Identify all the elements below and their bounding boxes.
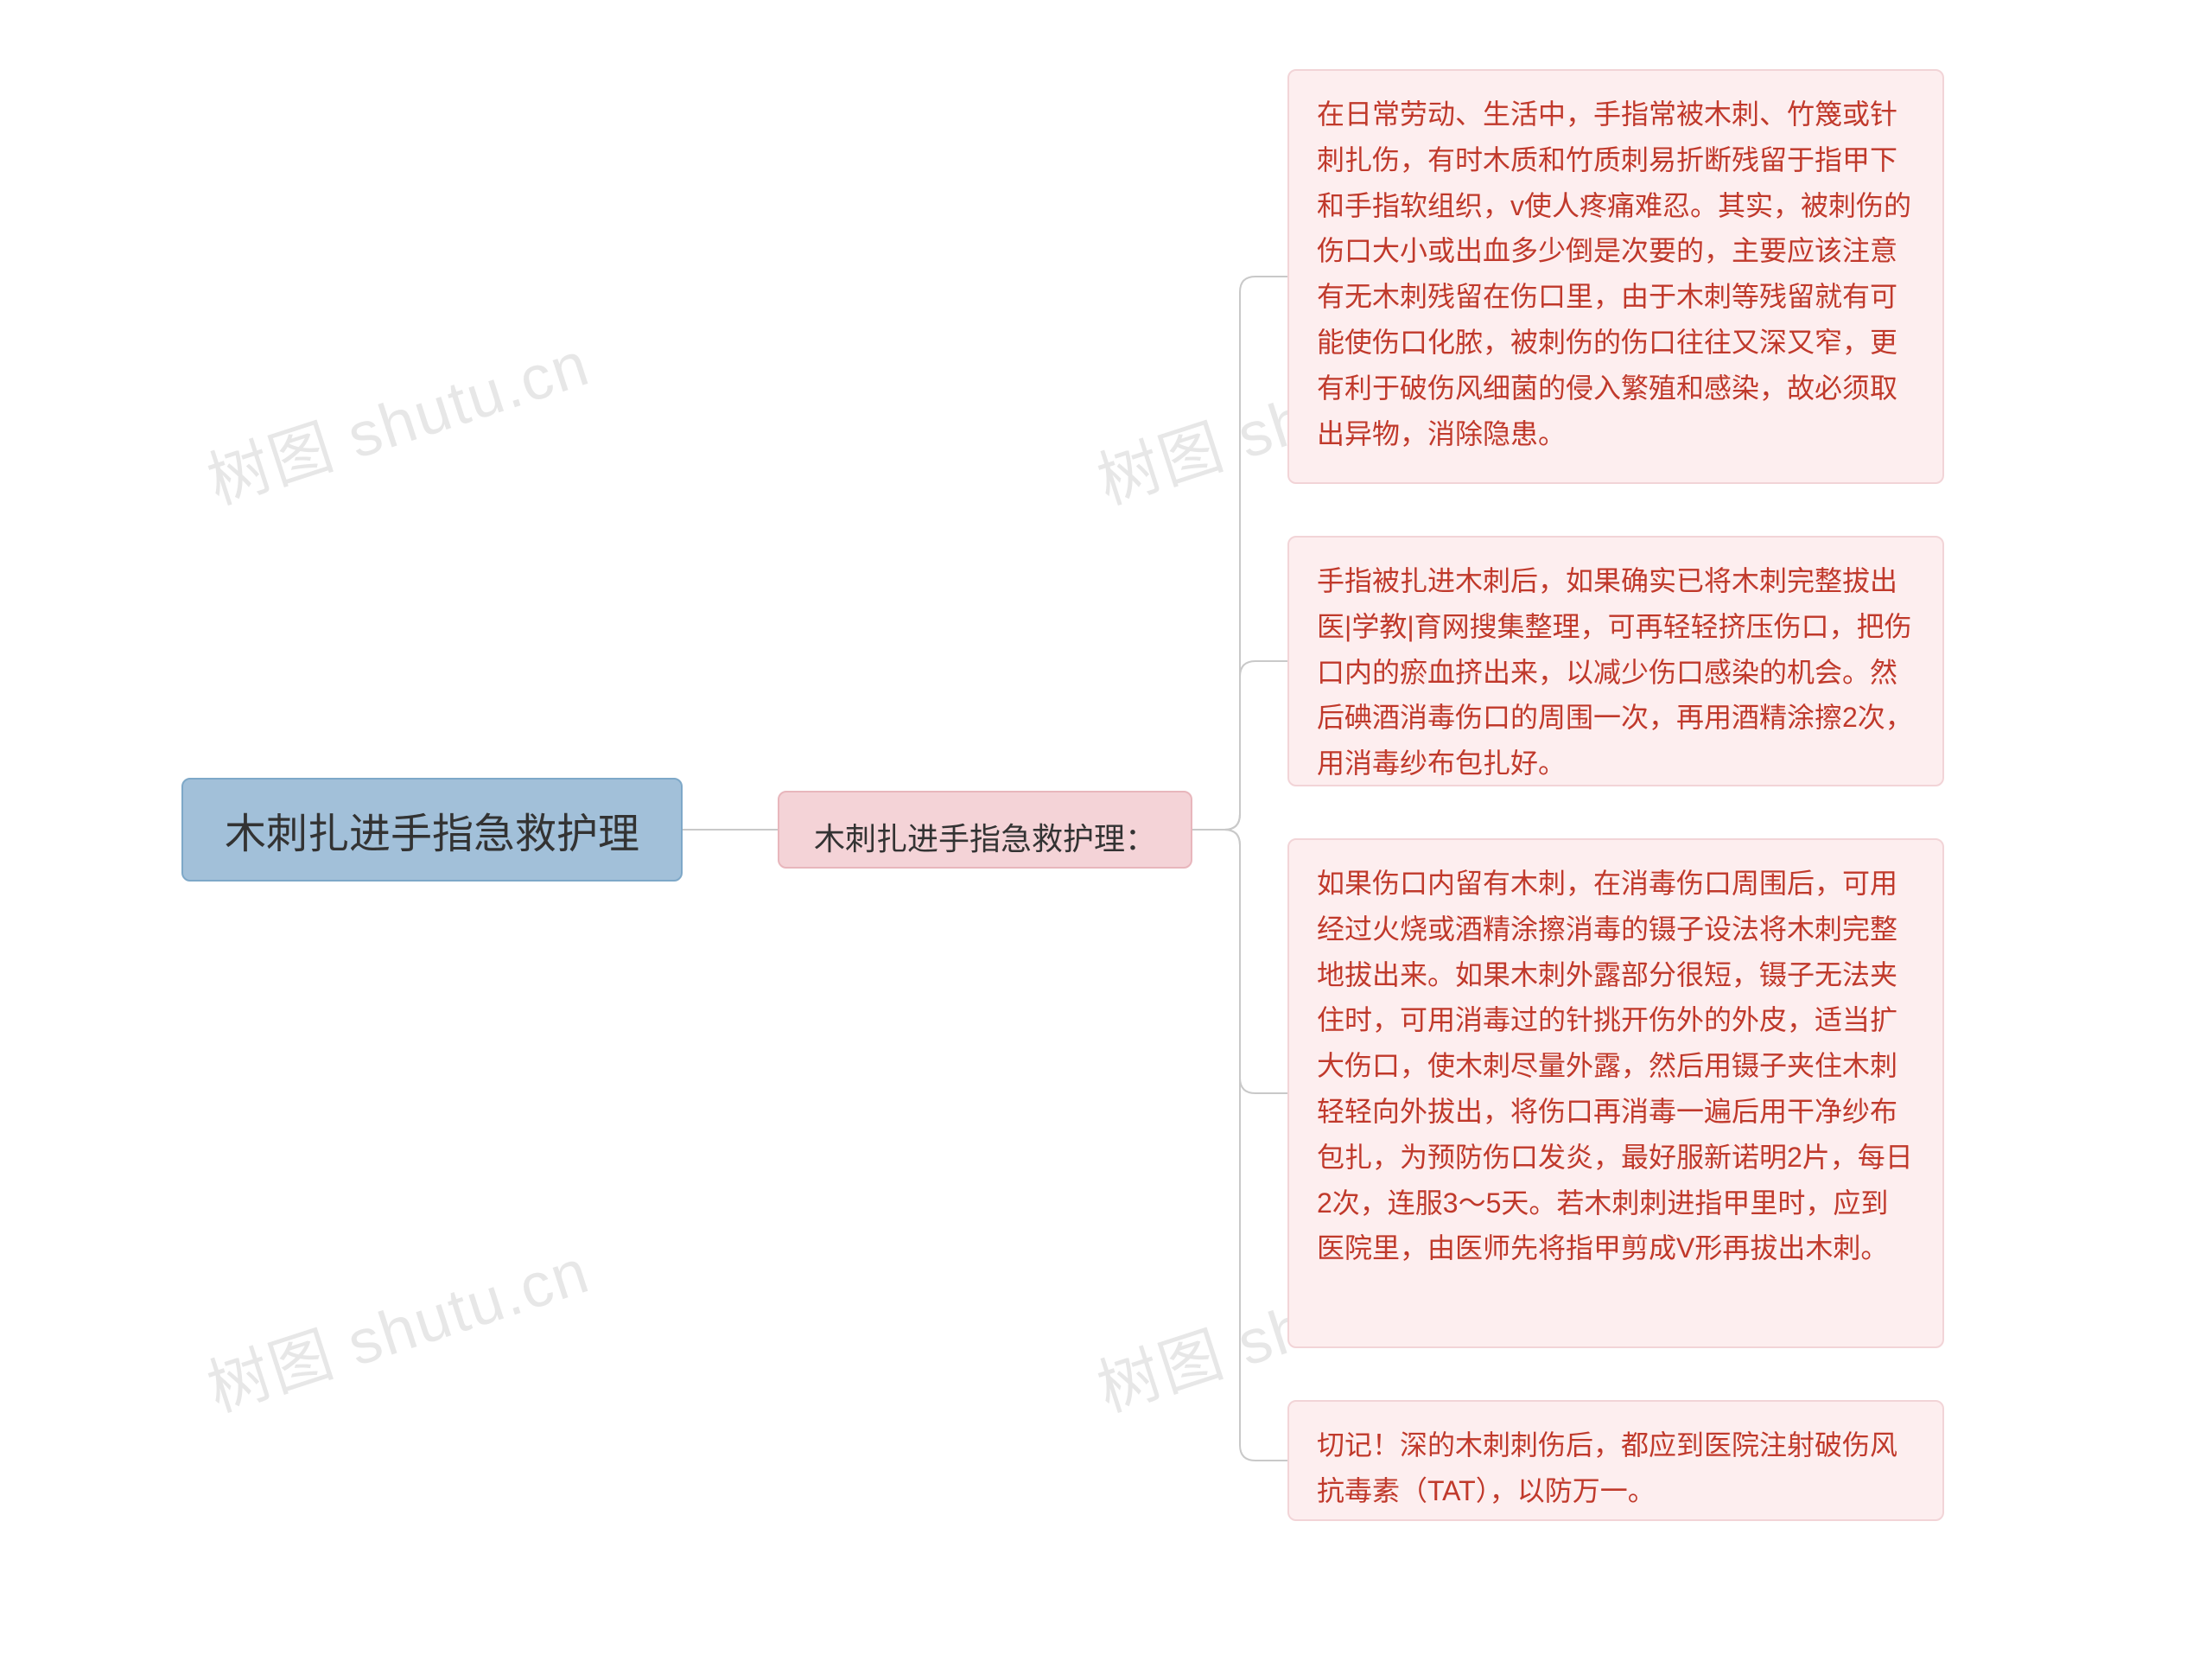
watermark: 树图 shutu.cn xyxy=(194,313,599,521)
mindmap-root-node: 木刺扎进手指急救护理 xyxy=(181,778,683,882)
mindmap-leaf-node: 如果伤口内留有木刺，在消毒伤口周围后，可用经过火烧或酒精涂擦消毒的镊子设法将木刺… xyxy=(1287,838,1944,1348)
mindmap-leaf-node: 手指被扎进木刺后，如果确实已将木刺完整拔出医|学教|育网搜集整理，可再轻轻挤压伤… xyxy=(1287,536,1944,786)
mindmap-leaf-node: 在日常劳动、生活中，手指常被木刺、竹篾或针刺扎伤，有时木质和竹质刺易折断残留于指… xyxy=(1287,69,1944,484)
watermark: 树图 shutu.cn xyxy=(194,1220,599,1429)
mindmap-leaf-node: 切记！深的木刺刺伤后，都应到医院注射破伤风抗毒素（TAT），以防万一。 xyxy=(1287,1400,1944,1521)
mindmap-branch-node: 木刺扎进手指急救护理： xyxy=(778,791,1192,869)
